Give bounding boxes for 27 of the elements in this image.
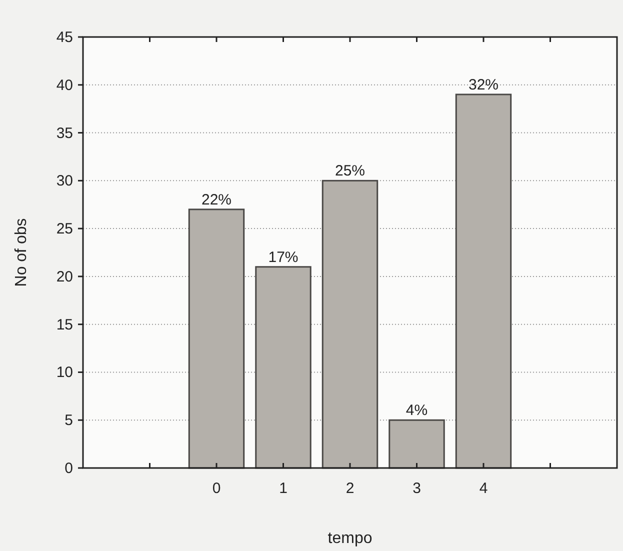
y-tick-label: 25 — [56, 220, 73, 238]
y-tick-label: 10 — [56, 364, 73, 382]
y-tick-label: 30 — [56, 172, 73, 190]
annotation: 32% — [468, 76, 499, 94]
x-tick-label: 3 — [412, 480, 421, 497]
annotation: 17% — [268, 248, 298, 266]
x-tick-label: 1 — [279, 480, 288, 497]
y-axis-title: No of obs — [13, 218, 30, 287]
y-tick-label: 35 — [56, 124, 73, 142]
annotation: 4% — [406, 402, 428, 420]
bar — [255, 266, 312, 469]
y-tick-label: 0 — [64, 460, 73, 477]
x-tick-label: 2 — [346, 480, 354, 497]
bar — [388, 419, 445, 469]
y-tick-label: 45 — [56, 29, 73, 46]
y-tick-label: 15 — [56, 316, 73, 334]
x-tick-label: 4 — [479, 480, 488, 497]
annotation: 22% — [201, 191, 232, 208]
bar — [322, 180, 378, 469]
annotation: 25% — [334, 162, 366, 180]
y-tick-label: 40 — [56, 76, 73, 94]
x-tick-label: 0 — [212, 480, 221, 497]
x-axis-title: tempo — [328, 530, 372, 547]
y-tick-label: 5 — [64, 412, 73, 430]
bar — [188, 208, 245, 469]
bar — [455, 94, 512, 469]
y-tick-label: 20 — [56, 268, 73, 286]
